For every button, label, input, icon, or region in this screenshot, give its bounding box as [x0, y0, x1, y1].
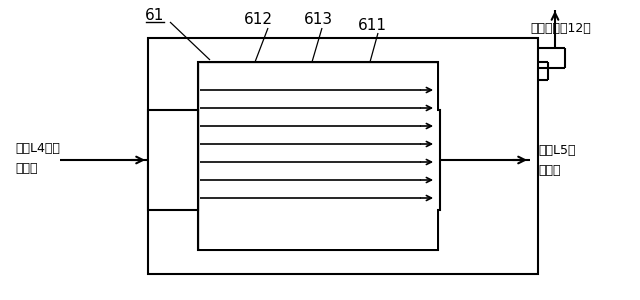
Text: 脱気水: 脱気水 — [538, 164, 561, 176]
Bar — [198, 62, 438, 250]
Bar — [148, 110, 198, 210]
Text: 612: 612 — [243, 13, 273, 28]
Text: 61: 61 — [145, 8, 164, 23]
Text: 真空ポンプ12へ: 真空ポンプ12へ — [530, 22, 591, 34]
Text: 配管L5へ: 配管L5へ — [538, 143, 575, 157]
Text: 浄化水: 浄化水 — [15, 161, 38, 175]
Bar — [388, 110, 440, 210]
Text: 613: 613 — [303, 13, 333, 28]
Text: 611: 611 — [358, 17, 387, 32]
Bar — [148, 38, 538, 274]
Text: 配管L4より: 配管L4より — [15, 142, 60, 154]
Bar — [200, 64, 436, 248]
